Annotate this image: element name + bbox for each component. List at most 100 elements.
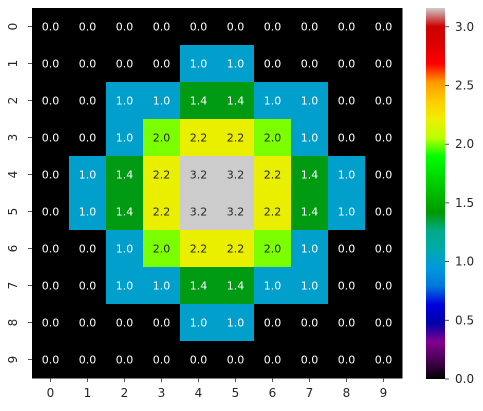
colorbar bbox=[426, 8, 445, 379]
cell-value-label: 0.0 bbox=[79, 317, 97, 330]
cell-value-label: 0.0 bbox=[116, 58, 134, 71]
heatmap-cell bbox=[106, 230, 144, 268]
cell-value-label: 2.2 bbox=[190, 243, 208, 256]
cell-value-label: 3.2 bbox=[190, 206, 208, 219]
x-tick-label: 0 bbox=[47, 386, 55, 400]
heatmap-cell bbox=[254, 45, 292, 83]
cell-value-label: 2.2 bbox=[153, 169, 171, 182]
heatmap-cell bbox=[106, 45, 144, 83]
cell-value-label: 0.0 bbox=[42, 58, 60, 71]
heatmap-cell bbox=[69, 45, 107, 83]
heatmap-cell bbox=[69, 156, 107, 194]
heatmap-cell bbox=[365, 156, 403, 194]
heatmap-cell bbox=[180, 156, 218, 194]
cell-value-label: 0.0 bbox=[375, 169, 393, 182]
heatmap-cell bbox=[32, 193, 70, 231]
cell-value-label: 1.0 bbox=[264, 280, 282, 293]
cell-value-label: 1.0 bbox=[227, 317, 245, 330]
heatmap-cell bbox=[365, 82, 403, 120]
heatmap-cell bbox=[143, 230, 181, 268]
cell-value-label: 0.0 bbox=[79, 243, 97, 256]
heatmap-cell bbox=[328, 156, 366, 194]
cell-value-label: 1.4 bbox=[116, 169, 134, 182]
x-tick-label: 3 bbox=[158, 386, 166, 400]
cell-value-label: 0.0 bbox=[338, 132, 356, 145]
x-tick-label: 5 bbox=[232, 386, 240, 400]
cell-value-label: 0.0 bbox=[190, 354, 208, 367]
cell-value-label: 1.0 bbox=[190, 317, 208, 330]
heatmap-cell bbox=[106, 82, 144, 120]
cell-value-label: 1.0 bbox=[116, 280, 134, 293]
heatmap-cell bbox=[217, 8, 255, 46]
heatmap-cell bbox=[180, 45, 218, 83]
heatmap-cell bbox=[180, 193, 218, 231]
heatmap-cell bbox=[365, 8, 403, 46]
heatmap-cell bbox=[143, 82, 181, 120]
heatmap-cell bbox=[365, 45, 403, 83]
cell-value-label: 0.0 bbox=[338, 243, 356, 256]
cell-value-label: 0.0 bbox=[116, 21, 134, 34]
cell-value-label: 0.0 bbox=[375, 206, 393, 219]
heatmap-cell bbox=[291, 8, 329, 46]
colorbar-tick-label: 2.5 bbox=[455, 78, 474, 92]
heatmap-cell bbox=[180, 119, 218, 157]
cell-value-label: 1.4 bbox=[190, 95, 208, 108]
cell-value-label: 1.0 bbox=[338, 169, 356, 182]
heatmap-cell bbox=[69, 193, 107, 231]
heatmap-cell bbox=[254, 193, 292, 231]
colorbar-tick-label: 0.5 bbox=[455, 313, 474, 327]
cell-value-label: 2.2 bbox=[264, 206, 282, 219]
cell-value-label: 0.0 bbox=[227, 354, 245, 367]
heatmap-cell bbox=[106, 156, 144, 194]
heatmap-cell bbox=[69, 119, 107, 157]
cell-value-label: 3.2 bbox=[227, 169, 245, 182]
cell-value-label: 0.0 bbox=[42, 132, 60, 145]
heatmap-cell bbox=[365, 119, 403, 157]
cell-value-label: 3.2 bbox=[190, 169, 208, 182]
cell-value-label: 1.0 bbox=[153, 280, 171, 293]
cell-value-label: 0.0 bbox=[338, 354, 356, 367]
cell-value-label: 0.0 bbox=[42, 243, 60, 256]
heatmap-cell bbox=[106, 119, 144, 157]
colorbar-gradient bbox=[426, 8, 445, 379]
cell-value-label: 0.0 bbox=[42, 354, 60, 367]
heatmap-cell bbox=[69, 267, 107, 305]
heatmap-cell bbox=[365, 341, 403, 379]
heatmap-cell bbox=[291, 193, 329, 231]
cell-value-label: 0.0 bbox=[42, 169, 60, 182]
heatmap-cell bbox=[143, 193, 181, 231]
heatmap-cell bbox=[254, 156, 292, 194]
cell-value-label: 0.0 bbox=[338, 21, 356, 34]
cell-value-label: 2.0 bbox=[153, 132, 171, 145]
cell-value-label: 0.0 bbox=[338, 280, 356, 293]
heatmap-cell bbox=[291, 45, 329, 83]
cell-value-label: 0.0 bbox=[79, 280, 97, 293]
heatmap-cell bbox=[143, 8, 181, 46]
x-tick-label: 9 bbox=[380, 386, 388, 400]
heatmap-cell bbox=[143, 267, 181, 305]
cell-value-label: 0.0 bbox=[42, 95, 60, 108]
x-tick-label: 4 bbox=[195, 386, 203, 400]
y-axis-ticks: 0 1 2 3 4 5 6 7 8 9 bbox=[6, 23, 32, 363]
cell-value-label: 2.2 bbox=[153, 206, 171, 219]
cell-annotations: 0.0 0.0 0.0 0.0 0.0 0.0 0.0 0.0 0.0 0.0 0.0 0.0 0.0 0… bbox=[42, 21, 393, 367]
heatmap-cell bbox=[291, 82, 329, 120]
x-tick-label: 6 bbox=[269, 386, 277, 400]
heatmap-cell bbox=[254, 341, 292, 379]
heatmap-cell bbox=[32, 267, 70, 305]
heatmap-cell bbox=[143, 119, 181, 157]
cell-value-label: 1.0 bbox=[338, 206, 356, 219]
heatmap-cell bbox=[328, 119, 366, 157]
cell-value-label: 2.2 bbox=[190, 132, 208, 145]
cell-value-label: 0.0 bbox=[375, 280, 393, 293]
heatmap-cell bbox=[254, 230, 292, 268]
heatmap-cell bbox=[328, 267, 366, 305]
heatmap-cell bbox=[143, 156, 181, 194]
cell-value-label: 2.2 bbox=[227, 132, 245, 145]
heatmap-cell bbox=[69, 341, 107, 379]
heatmap-cell bbox=[106, 304, 144, 342]
colorbar-tick-label: 1.0 bbox=[455, 255, 474, 269]
heatmap-cell bbox=[106, 193, 144, 231]
heatmap-cell bbox=[365, 304, 403, 342]
heatmap-cell bbox=[291, 267, 329, 305]
